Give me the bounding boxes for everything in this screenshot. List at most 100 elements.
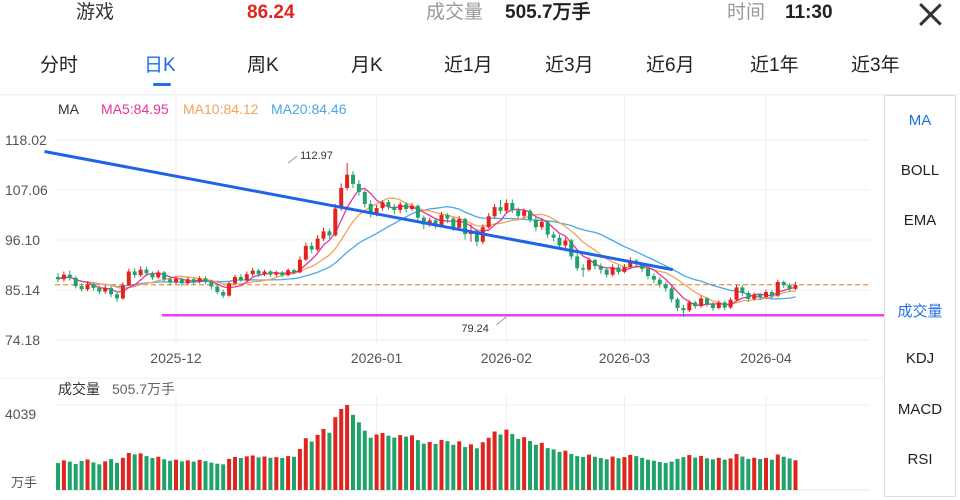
candle (392, 203, 397, 214)
volume-bars (56, 405, 798, 490)
candle-body (368, 203, 373, 214)
volume-bar (699, 455, 704, 490)
volume-bar (669, 461, 674, 490)
candle-body (575, 256, 580, 269)
indicator-ma[interactable]: MA (908, 112, 932, 129)
price-tick-label: 85.14 (5, 282, 40, 298)
candle (227, 281, 232, 297)
date-tick-label: 2026-01 (351, 350, 403, 366)
candle-body (351, 174, 355, 184)
candle (716, 300, 721, 310)
tab-1-year[interactable]: 近1年 (750, 55, 799, 76)
candle-body (386, 202, 391, 207)
tab-monthly-k[interactable]: 月K (351, 55, 383, 76)
volume-bar (156, 456, 161, 490)
volume-bar (203, 461, 208, 490)
volume-bar (675, 458, 680, 490)
candle (710, 302, 715, 311)
candle-body (781, 281, 786, 286)
volume-value: 505.7万手 (505, 2, 591, 23)
candle (516, 207, 521, 219)
candle (758, 292, 763, 301)
close-icon[interactable] (916, 0, 946, 30)
candle-body (103, 287, 108, 292)
tab-1-month[interactable]: 近1月 (444, 55, 493, 76)
candle (327, 228, 332, 239)
volume-bar (268, 457, 273, 490)
tab-intraday[interactable]: 分时 (40, 55, 79, 76)
candle (79, 283, 84, 292)
tab-weekly-k[interactable]: 周K (247, 55, 279, 76)
indicator-macd[interactable]: MACD (897, 401, 943, 418)
candle (787, 283, 792, 292)
volume-bar (126, 452, 131, 490)
volume-bar (73, 463, 78, 490)
indicator-volume[interactable]: 成交量 (897, 303, 943, 320)
candle-body (498, 207, 503, 211)
volume-bar (486, 437, 491, 490)
volume-bar (162, 459, 167, 490)
volume-bar (215, 463, 220, 490)
low-annotation-label: 79.24 (461, 323, 489, 335)
tab-3-years[interactable]: 近3年 (851, 55, 900, 76)
candle-body (716, 302, 721, 308)
candle (103, 285, 108, 294)
candle-body (115, 294, 119, 299)
tab-3-months[interactable]: 近3月 (545, 55, 594, 76)
volume-bar (262, 456, 267, 490)
tab-6-months[interactable]: 近6月 (646, 55, 695, 76)
indicator-kdj[interactable]: KDJ (905, 350, 935, 367)
indicator-ema[interactable]: EMA (903, 212, 937, 229)
candle (681, 304, 686, 317)
volume-bar (457, 441, 462, 490)
candle-body (793, 284, 798, 289)
volume-bar (492, 431, 497, 490)
candle (398, 201, 403, 214)
volume-bar (752, 457, 757, 490)
candle (463, 217, 468, 240)
candle-body (174, 278, 178, 283)
candle-body (233, 276, 237, 284)
candle-body (463, 219, 468, 235)
date-tick-label: 2026-03 (599, 350, 651, 366)
volume-bar (362, 430, 367, 490)
candle-body (362, 192, 367, 204)
indicator-boll[interactable]: BOLL (900, 162, 940, 179)
volume-bar (91, 462, 96, 490)
candle (415, 204, 420, 221)
volume-bar (734, 454, 739, 490)
candle (439, 212, 444, 227)
candle (286, 268, 291, 277)
candle-body (740, 287, 745, 293)
candle (162, 271, 167, 282)
candle-body (433, 220, 438, 226)
volume-bar (445, 441, 450, 490)
candle-body (533, 219, 538, 228)
candle-body (758, 294, 763, 298)
candle-body (56, 276, 60, 280)
volume-bar (386, 435, 391, 490)
candle (545, 220, 550, 239)
candle (85, 281, 90, 292)
active-tab-underline (153, 83, 171, 86)
candle (233, 274, 237, 286)
candle-body (734, 287, 739, 300)
quote-header: 游戏 86.24 成交量 505.7万手 时间 11:30 (0, 0, 960, 30)
candle (191, 277, 196, 285)
candle-body (710, 304, 715, 308)
indicator-rsi[interactable]: RSI (907, 451, 933, 468)
volume-bar (480, 442, 485, 490)
candle-body (681, 307, 686, 311)
candle-body (752, 294, 757, 299)
candle (256, 268, 261, 277)
volume-bar (321, 428, 326, 490)
candle-body (356, 183, 361, 193)
volume-bar (716, 457, 721, 490)
candle (592, 258, 597, 270)
kline-chart[interactable]: 118.02 107.06 96.10 85.14 74.18 2025-12 2026-0… (0, 0, 884, 500)
volume-bar (398, 435, 403, 490)
tab-daily-k[interactable]: 日K (144, 55, 176, 76)
candle (740, 285, 745, 297)
candle (669, 286, 674, 303)
price-tick-label: 74.18 (5, 332, 40, 348)
